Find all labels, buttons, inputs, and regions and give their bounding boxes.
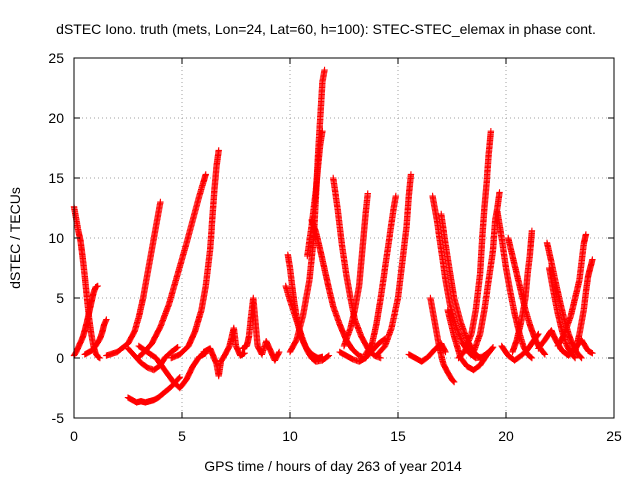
y-tick-label: 10 (48, 230, 64, 246)
series-17 (340, 190, 371, 350)
series-20 (336, 335, 389, 365)
y-tick-label: 20 (48, 110, 64, 126)
x-tick-label: 25 (606, 428, 622, 444)
y-tick-label: 5 (56, 290, 64, 306)
series-14 (304, 128, 326, 260)
series-markers (405, 340, 449, 365)
series-36 (405, 340, 449, 365)
series-markers (509, 227, 536, 356)
series-9 (200, 324, 248, 380)
series-16 (330, 174, 384, 362)
series-markers (124, 374, 184, 406)
series-markers (455, 128, 495, 362)
series-markers (438, 210, 484, 362)
series-markers (444, 306, 497, 374)
series-markers (168, 147, 222, 362)
series-35 (535, 327, 596, 359)
x-axis-label: GPS time / hours of day 263 of year 2014 (204, 458, 462, 474)
x-tick-label: 5 (178, 428, 186, 444)
series-25 (455, 128, 495, 362)
series-markers (124, 344, 181, 374)
series-8 (168, 147, 222, 362)
series-markers (546, 264, 579, 362)
series-27 (494, 208, 536, 362)
series-markers (498, 330, 542, 364)
series-markers (330, 174, 384, 362)
series-markers (429, 192, 492, 362)
series-markers (135, 342, 209, 392)
series-6 (124, 374, 184, 406)
series-markers (304, 128, 326, 260)
series-markers (135, 171, 209, 360)
y-tick-label: 0 (56, 350, 64, 366)
series-markers (200, 324, 248, 380)
series-markers (308, 216, 369, 362)
series-markers (103, 198, 164, 359)
series-markers (535, 327, 596, 359)
series-21 (429, 192, 492, 362)
y-tick-label: 25 (48, 50, 64, 66)
y-tick-label: 15 (48, 170, 64, 186)
series-3 (103, 198, 164, 359)
series-markers (336, 335, 389, 365)
series-5 (135, 342, 209, 392)
series-29 (509, 227, 536, 356)
series-markers (340, 190, 371, 350)
series-32 (546, 264, 579, 362)
series-markers (81, 316, 110, 358)
series-2 (81, 316, 110, 358)
series-markers (239, 294, 283, 364)
series-19 (373, 171, 415, 359)
x-tick-label: 10 (282, 428, 298, 444)
series-markers (494, 208, 536, 362)
y-tick-label: -5 (52, 410, 65, 426)
series-23 (444, 306, 497, 374)
x-tick-label: 20 (498, 428, 514, 444)
series-22 (438, 210, 484, 362)
x-tick-label: 15 (390, 428, 406, 444)
x-tick-label: 0 (70, 428, 78, 444)
series-30 (498, 330, 542, 364)
series-15 (308, 216, 369, 362)
chart-title: dSTEC Iono. truth (mets, Lon=24, Lat=60,… (56, 21, 596, 37)
axis-ticks: 0 5 10 15 20 25 -5 0 5 10 15 20 25 (48, 50, 622, 444)
series-10 (239, 294, 283, 364)
y-axis-label: dSTEC / TECUs (7, 187, 23, 289)
plot-data (70, 66, 596, 406)
series-4 (124, 344, 181, 374)
series-7 (135, 171, 209, 360)
series-markers (373, 171, 415, 359)
